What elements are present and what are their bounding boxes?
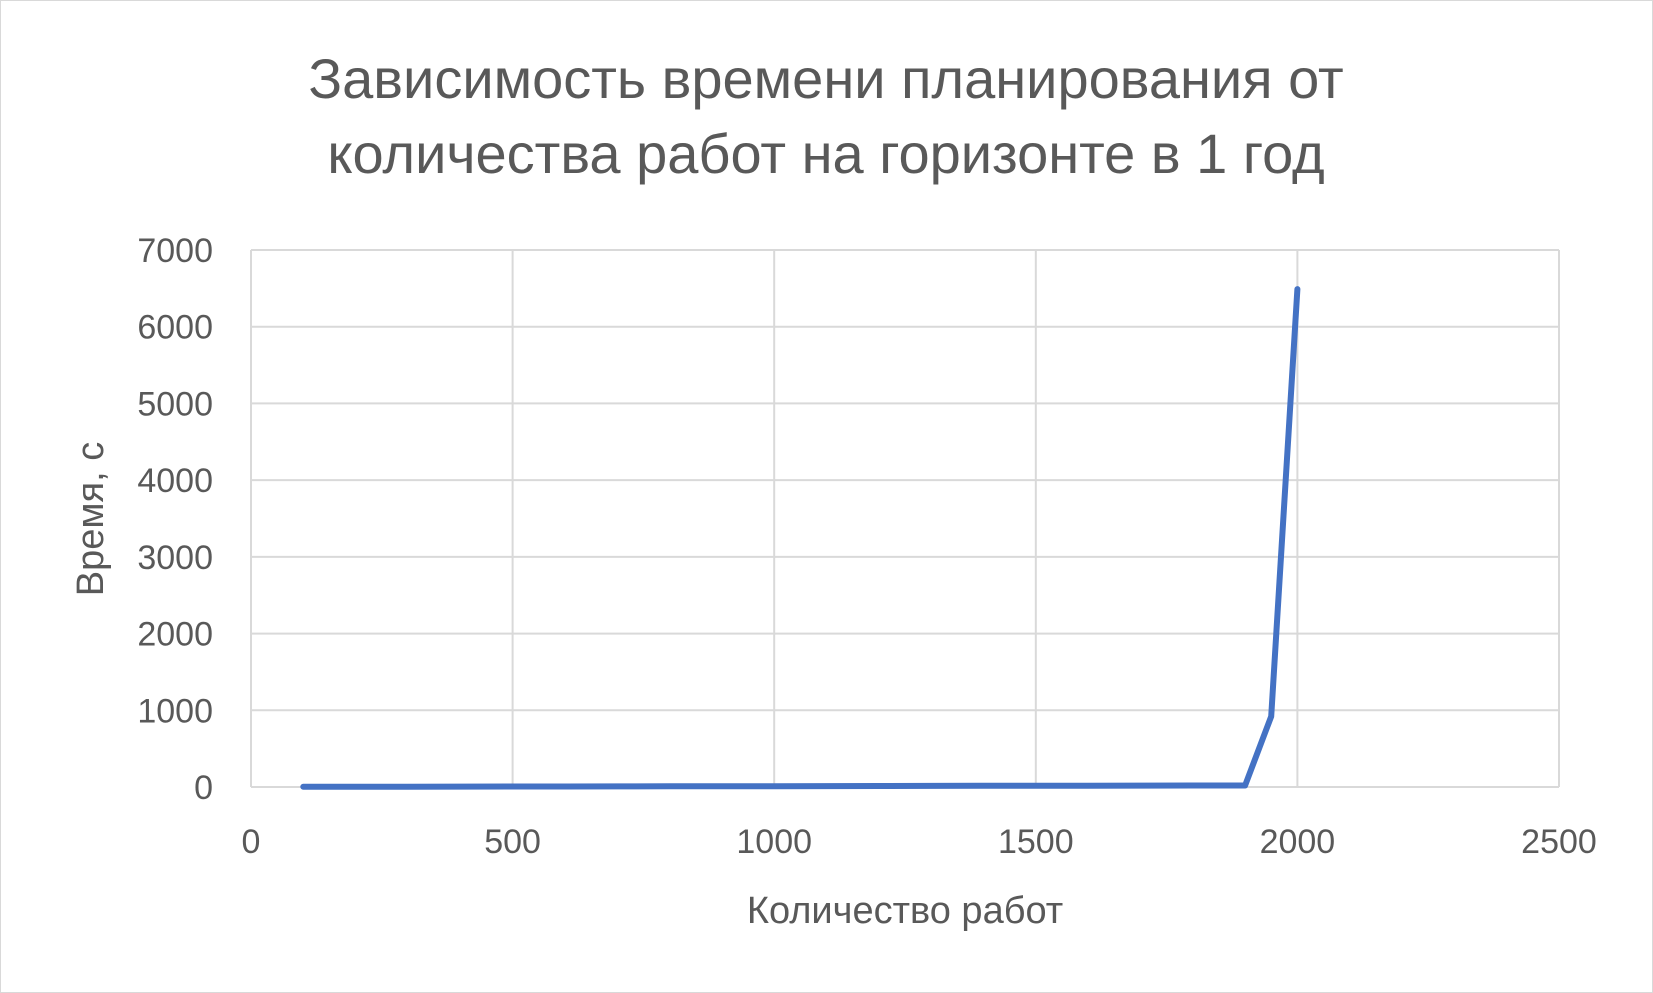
series-layer	[300, 286, 1301, 790]
x-axis-ticks: 0 500 1000 1500 2000 2500	[242, 823, 1597, 861]
y-tick-label: 3000	[137, 539, 213, 577]
x-tick-label: 500	[484, 823, 541, 861]
x-tick-label: 0	[242, 823, 261, 861]
gridlines	[250, 249, 1560, 788]
y-axis-ticks: 0 1000 2000 3000 4000 5000 6000 7000	[137, 232, 213, 807]
chart-title-line-2: количества работ на горизонте в 1 год	[327, 122, 1324, 185]
y-tick-label: 2000	[137, 616, 213, 654]
y-tick-label: 1000	[137, 692, 213, 730]
y-tick-label: 6000	[137, 309, 213, 347]
x-tick-label: 1500	[998, 823, 1074, 861]
series-line	[300, 286, 1301, 790]
y-tick-label: 4000	[137, 462, 213, 500]
y-tick-label: 0	[194, 769, 213, 807]
y-axis-title: Время, с	[70, 442, 112, 596]
y-tick-label: 5000	[137, 385, 213, 423]
x-tick-label: 2000	[1260, 823, 1336, 861]
x-tick-label: 2500	[1521, 823, 1597, 861]
x-tick-label: 1000	[736, 823, 812, 861]
chart-title-line-1: Зависимость времени планирования от	[308, 47, 1343, 110]
x-axis-title: Количество работ	[747, 890, 1063, 932]
y-tick-label: 7000	[137, 232, 213, 270]
